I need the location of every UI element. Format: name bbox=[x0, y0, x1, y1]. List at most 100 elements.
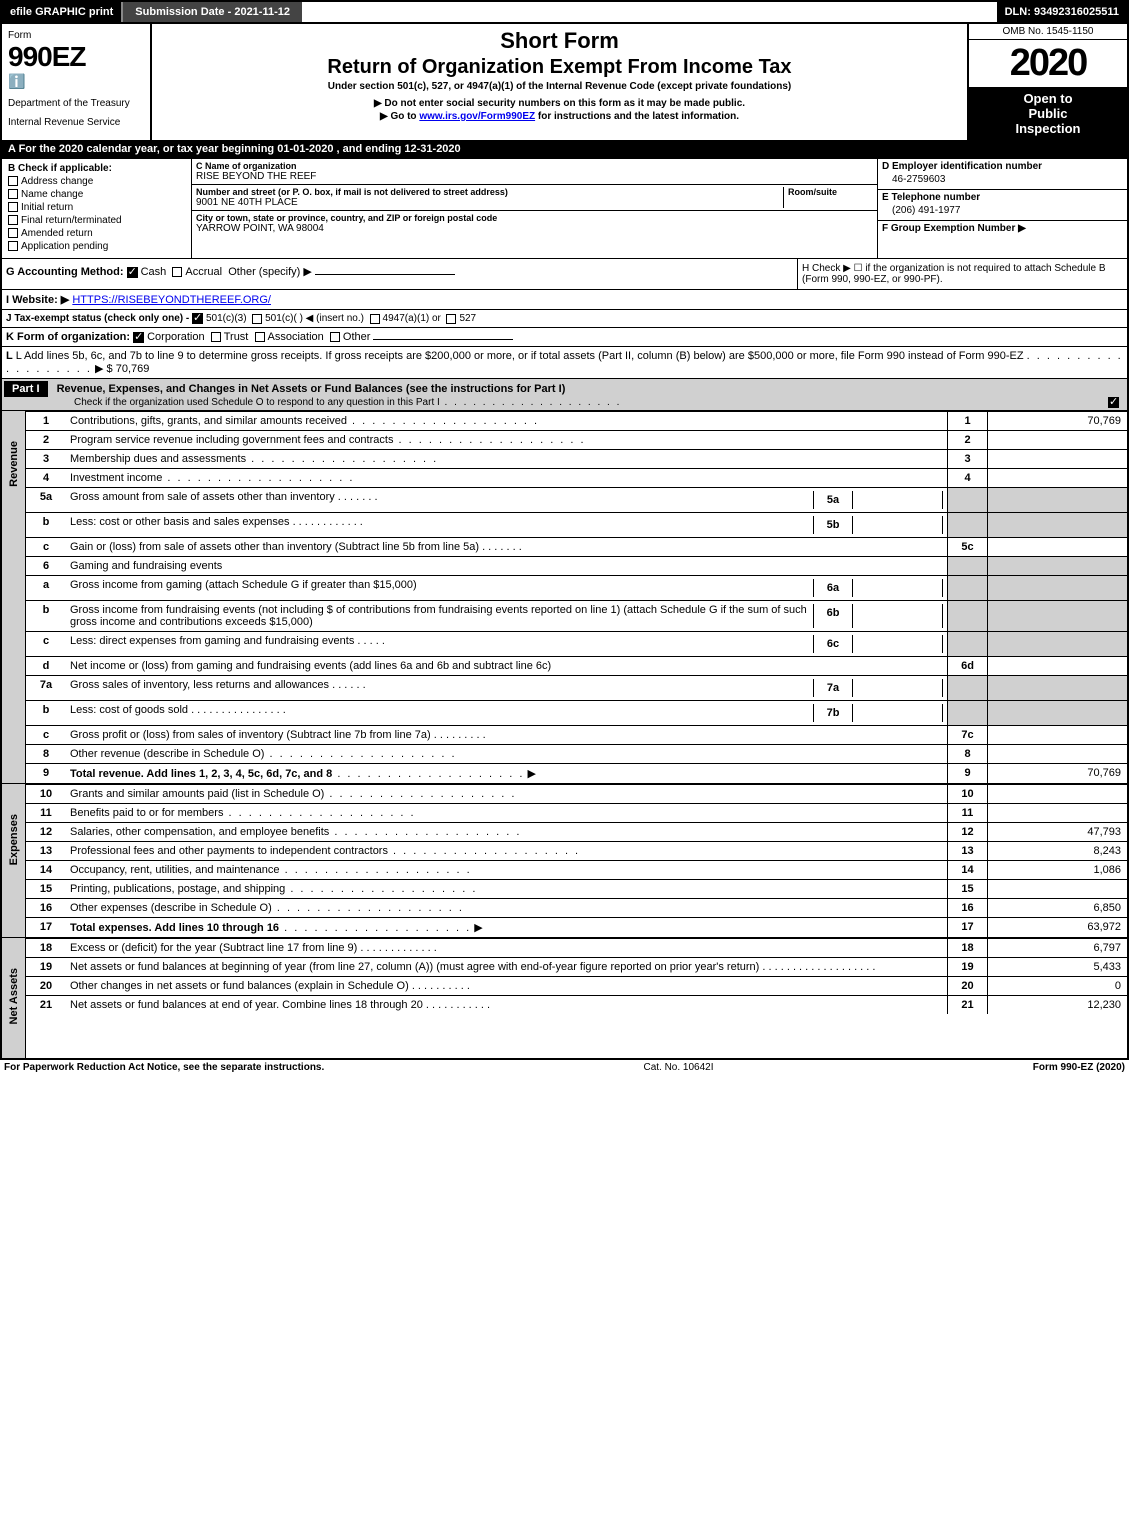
check-accrual[interactable] bbox=[172, 267, 182, 277]
period-bar: A For the 2020 calendar year, or tax yea… bbox=[2, 140, 1127, 158]
line-8: 8Other revenue (describe in Schedule O)8 bbox=[26, 744, 1127, 763]
line-5c: cGain or (loss) from sale of assets othe… bbox=[26, 537, 1127, 556]
footer-left: For Paperwork Reduction Act Notice, see … bbox=[4, 1062, 324, 1073]
line-6b: bGross income from fundraising events (n… bbox=[26, 600, 1127, 631]
line-16: 16Other expenses (describe in Schedule O… bbox=[26, 898, 1127, 917]
part-1-header: Part I Revenue, Expenses, and Changes in… bbox=[2, 378, 1127, 410]
check-association[interactable] bbox=[255, 332, 265, 342]
title-main: Return of Organization Exempt From Incom… bbox=[162, 56, 957, 79]
line-17: 17Total expenses. Add lines 10 through 1… bbox=[26, 917, 1127, 937]
dln-value: 93492316025511 bbox=[1034, 6, 1119, 18]
section-c-org: C Name of organization RISE BEYOND THE R… bbox=[192, 159, 877, 258]
city-value: YARROW POINT, WA 98004 bbox=[196, 223, 873, 234]
phone-value: (206) 491-1977 bbox=[878, 205, 1127, 220]
dln-label: DLN: bbox=[1005, 6, 1031, 18]
submission-date-label: Submission Date - bbox=[135, 6, 231, 18]
ein-label: D Employer identification number bbox=[878, 159, 1127, 174]
section-j-tax-status: J Tax-exempt status (check only one) - 5… bbox=[2, 309, 1127, 327]
line-6: 6Gaming and fundraising events bbox=[26, 556, 1127, 575]
line-18: 18Excess or (deficit) for the year (Subt… bbox=[26, 938, 1127, 957]
line-7c: cGross profit or (loss) from sales of in… bbox=[26, 725, 1127, 744]
check-final-return[interactable]: Final return/terminated bbox=[8, 215, 185, 226]
line-10: 10Grants and similar amounts paid (list … bbox=[26, 784, 1127, 803]
line-2: 2Program service revenue including gover… bbox=[26, 430, 1127, 449]
submission-date-value: 2021-11-12 bbox=[234, 6, 290, 18]
addr-label: Number and street (or P. O. box, if mail… bbox=[196, 187, 783, 197]
check-schedule-o-part1[interactable] bbox=[1108, 397, 1119, 408]
check-501c3[interactable] bbox=[192, 313, 203, 324]
line-21: 21Net assets or fund balances at end of … bbox=[26, 995, 1127, 1014]
efile-print-label[interactable]: efile GRAPHIC print bbox=[2, 2, 121, 22]
line-12: 12Salaries, other compensation, and empl… bbox=[26, 822, 1127, 841]
check-4947[interactable] bbox=[370, 314, 380, 324]
line-1: 1Contributions, gifts, grants, and simil… bbox=[26, 411, 1127, 430]
line-7a: 7aGross sales of inventory, less returns… bbox=[26, 675, 1127, 700]
irs-link[interactable]: www.irs.gov/Form990EZ bbox=[419, 111, 535, 122]
section-h: H Check ▶ ☐ if the organization is not r… bbox=[797, 259, 1127, 289]
line-4: 4Investment income4 bbox=[26, 468, 1127, 487]
section-d-e-f: D Employer identification number 46-2759… bbox=[877, 159, 1127, 258]
check-name-change[interactable]: Name change bbox=[8, 189, 185, 200]
line-20: 20Other changes in net assets or fund ba… bbox=[26, 976, 1127, 995]
group-exemption-label: F Group Exemption Number ▶ bbox=[878, 220, 1127, 236]
addr-value: 9001 NE 40TH PLACE bbox=[196, 197, 783, 208]
side-label-net-assets: Net Assets bbox=[2, 938, 26, 1057]
dept-irs: Internal Revenue Service bbox=[8, 117, 144, 128]
check-501c[interactable] bbox=[252, 314, 262, 324]
part-1-badge: Part I bbox=[4, 381, 48, 397]
city-label: City or town, state or province, country… bbox=[196, 213, 873, 223]
side-label-revenue: Revenue bbox=[2, 411, 26, 783]
dept-treasury: Department of the Treasury bbox=[8, 98, 144, 109]
section-l-gross-receipts: L L Add lines 5b, 6c, and 7b to line 9 t… bbox=[2, 346, 1127, 378]
check-cash[interactable] bbox=[127, 267, 138, 278]
check-other-org[interactable] bbox=[330, 332, 340, 342]
title-warning: ▶ Do not enter social security numbers o… bbox=[162, 98, 957, 109]
side-label-expenses: Expenses bbox=[2, 784, 26, 937]
title-short: Short Form bbox=[162, 28, 957, 54]
phone-label: E Telephone number bbox=[878, 189, 1127, 205]
form-label: Form bbox=[8, 30, 144, 41]
open-to-public: Open to Public Inspection bbox=[969, 87, 1127, 140]
room-label: Room/suite bbox=[788, 187, 873, 197]
gross-receipts-amount: $ 70,769 bbox=[107, 363, 150, 375]
check-527[interactable] bbox=[446, 314, 456, 324]
section-g-accounting: G Accounting Method: Cash Accrual Other … bbox=[2, 259, 797, 289]
section-i-website: I Website: ▶ HTTPS://RISEBEYONDTHEREEF.O… bbox=[2, 289, 1127, 309]
section-b-checks: B Check if applicable: Address change Na… bbox=[2, 159, 192, 258]
check-amended-return[interactable]: Amended return bbox=[8, 228, 185, 239]
check-b-heading: B Check if applicable: bbox=[8, 163, 185, 174]
line-15: 15Printing, publications, postage, and s… bbox=[26, 879, 1127, 898]
check-corporation[interactable] bbox=[133, 332, 144, 343]
line-5a: 5aGross amount from sale of assets other… bbox=[26, 487, 1127, 512]
line-7b: bLess: cost of goods sold . . . . . . . … bbox=[26, 700, 1127, 725]
line-3: 3Membership dues and assessments3 bbox=[26, 449, 1127, 468]
line-13: 13Professional fees and other payments t… bbox=[26, 841, 1127, 860]
submission-date: Submission Date - 2021-11-12 bbox=[121, 2, 302, 22]
line-19: 19Net assets or fund balances at beginni… bbox=[26, 957, 1127, 976]
line-9: 9Total revenue. Add lines 1, 2, 3, 4, 5c… bbox=[26, 763, 1127, 783]
footer-form-id: Form 990-EZ (2020) bbox=[1033, 1062, 1125, 1073]
check-trust[interactable] bbox=[211, 332, 221, 342]
line-6d: dNet income or (loss) from gaming and fu… bbox=[26, 656, 1127, 675]
dln: DLN: 93492316025511 bbox=[997, 2, 1127, 22]
section-k-form-org: K Form of organization: Corporation Trus… bbox=[2, 327, 1127, 346]
line-6a: aGross income from gaming (attach Schedu… bbox=[26, 575, 1127, 600]
top-bar: efile GRAPHIC print Submission Date - 20… bbox=[0, 0, 1129, 24]
footer-catalog: Cat. No. 10642I bbox=[324, 1062, 1032, 1073]
omb-number: OMB No. 1545-1150 bbox=[969, 24, 1127, 40]
title-sub: Under section 501(c), 527, or 4947(a)(1)… bbox=[162, 81, 957, 92]
form-number: 990EZ bbox=[8, 41, 144, 73]
tax-year: 2020 bbox=[969, 40, 1127, 87]
page-footer: For Paperwork Reduction Act Notice, see … bbox=[0, 1060, 1129, 1075]
website-link[interactable]: HTTPS://RISEBEYONDTHEREEF.ORG/ bbox=[72, 294, 271, 306]
line-11: 11Benefits paid to or for members11 bbox=[26, 803, 1127, 822]
org-name-value: RISE BEYOND THE REEF bbox=[196, 171, 873, 182]
ein-value: 46-2759603 bbox=[878, 174, 1127, 189]
check-address-change[interactable]: Address change bbox=[8, 176, 185, 187]
form-header: Form 990EZ ℹ️ Department of the Treasury… bbox=[2, 24, 1127, 140]
line-6c: cLess: direct expenses from gaming and f… bbox=[26, 631, 1127, 656]
check-application-pending[interactable]: Application pending bbox=[8, 241, 185, 252]
title-link-line: ▶ Go to www.irs.gov/Form990EZ for instru… bbox=[162, 111, 957, 122]
check-initial-return[interactable]: Initial return bbox=[8, 202, 185, 213]
line-5b: bLess: cost or other basis and sales exp… bbox=[26, 512, 1127, 537]
